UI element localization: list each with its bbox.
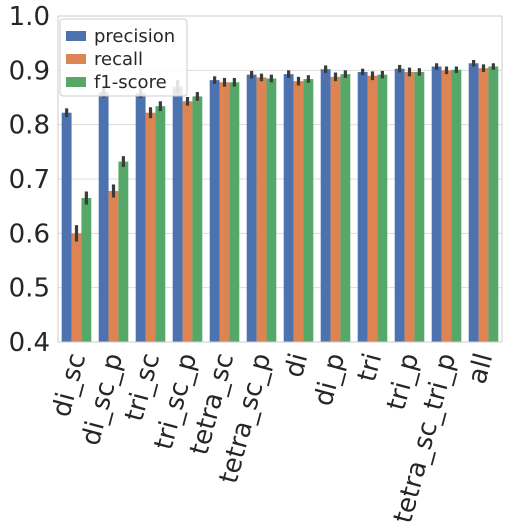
bar-recall-tri_sc_p <box>182 101 193 342</box>
legend-label-precision: precision <box>94 26 175 47</box>
bar-precision-tri_sc <box>135 93 146 342</box>
y-tick-label: 0.9 <box>9 56 50 86</box>
plot-frame <box>57 15 503 343</box>
bar-precision-tetra_sc <box>209 80 220 342</box>
bar-recall-tetra_sc <box>219 82 230 342</box>
y-tick-label: 0.7 <box>9 165 50 195</box>
bar-f1-score-tetra_sc_tri_p <box>451 69 462 342</box>
bar-recall-tri_sc <box>145 112 156 342</box>
bar-precision-tri <box>357 71 368 343</box>
x-tick-label: all <box>462 350 499 387</box>
bar-f1-score-tetra_sc <box>229 82 240 342</box>
bar-precision-tetra_sc_tri_p <box>431 66 442 342</box>
legend-swatch-f1-score <box>66 77 86 87</box>
bar-f1-score-di <box>303 79 314 342</box>
y-tick-label: 0.6 <box>9 219 50 249</box>
x-axis: di_scdi_sc_ptri_sctri_sc_ptetra_sctetra_… <box>47 350 500 522</box>
bar-recall-di_sc <box>71 233 82 342</box>
bar-recall-tri <box>367 75 378 343</box>
y-tick-label: 0.8 <box>9 111 50 141</box>
bar-precision-tri_sc_p <box>172 86 183 342</box>
bar-recall-tetra_sc_p <box>256 77 267 342</box>
bar-recall-di_sc_p <box>108 190 119 342</box>
bar-f1-score-di_sc_p <box>118 161 129 342</box>
bar-precision-di_p <box>320 69 331 342</box>
bar-f1-score-di_p <box>340 74 351 343</box>
bar-precision-di <box>283 74 294 343</box>
bar-precision-all <box>468 63 479 343</box>
bar-precision-di_sc <box>61 112 72 342</box>
legend-box <box>59 18 188 97</box>
y-tick-label: 0.4 <box>9 328 50 358</box>
legend-swatch-precision <box>66 31 86 41</box>
legend-label-f1-score: f1-score <box>94 72 167 93</box>
bar-f1-score-tetra_sc_p <box>266 78 277 342</box>
bar-recall-all <box>478 68 489 342</box>
bar-precision-tetra_sc_p <box>246 74 257 343</box>
bar-f1-score-all <box>488 66 499 342</box>
bar-f1-score-tri_sc <box>155 106 166 343</box>
y-axis: 0.4 0.5 0.6 0.7 0.8 0.9 1.0 <box>9 2 50 358</box>
y-tick-label: 0.5 <box>9 274 50 304</box>
bar-recall-tetra_sc_tri_p <box>441 70 452 342</box>
x-tick-label: di_p <box>309 350 352 409</box>
bar-recall-tri_p <box>404 71 415 343</box>
bar-precision-tri_p <box>394 68 405 342</box>
bar-f1-score-di_sc <box>81 198 92 342</box>
bar-recall-di_p <box>330 76 341 342</box>
bar-f1-score-tri_p <box>414 71 425 343</box>
bar-f1-score-tri <box>377 74 388 343</box>
bar-recall-di <box>293 81 304 342</box>
legend-swatch-recall <box>66 54 86 64</box>
x-tick-label: tri <box>352 350 388 385</box>
bar-f1-score-tri_sc_p <box>192 96 203 342</box>
bar-precision-di_sc_p <box>98 92 109 342</box>
legend-label-recall: recall <box>94 49 143 70</box>
x-tick-label: di <box>279 350 314 381</box>
bars <box>61 63 499 343</box>
y-tick-label: 1.0 <box>9 2 50 32</box>
